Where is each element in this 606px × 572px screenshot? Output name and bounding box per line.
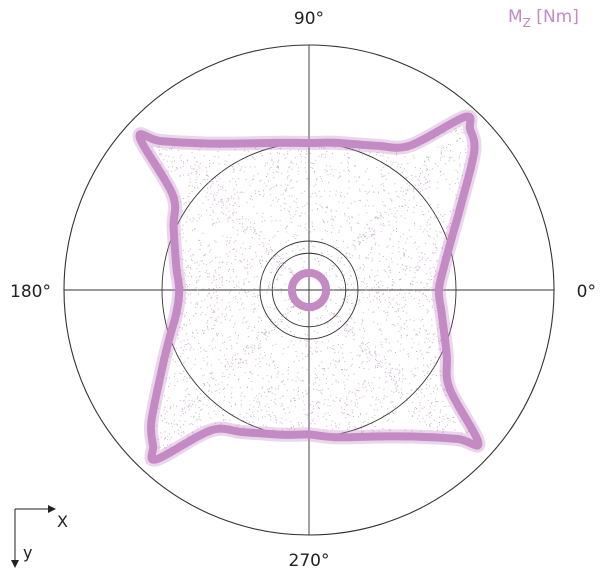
axes-indicator-x-label: X <box>57 512 68 531</box>
polar-grid <box>63 44 555 536</box>
envelope-curve <box>135 112 483 464</box>
angle-label-90: 90° <box>294 9 324 29</box>
axes-indicator-x-arrow <box>48 505 56 513</box>
axes-indicator-y-label: y <box>23 543 32 562</box>
envelope-series <box>132 109 486 467</box>
axes-indicator: X y <box>11 505 68 568</box>
axes-indicator-y-arrow <box>11 560 19 568</box>
title-subscript: Z <box>523 16 531 30</box>
angle-label-270: 270° <box>289 551 330 571</box>
title-unit: [Nm] <box>531 7 579 27</box>
chart-title: MZ [Nm] <box>508 7 579 30</box>
angle-label-0: 0° <box>577 282 596 302</box>
inner-ring <box>287 268 331 312</box>
title-main: M <box>508 7 523 27</box>
angle-label-180: 180° <box>10 282 51 302</box>
